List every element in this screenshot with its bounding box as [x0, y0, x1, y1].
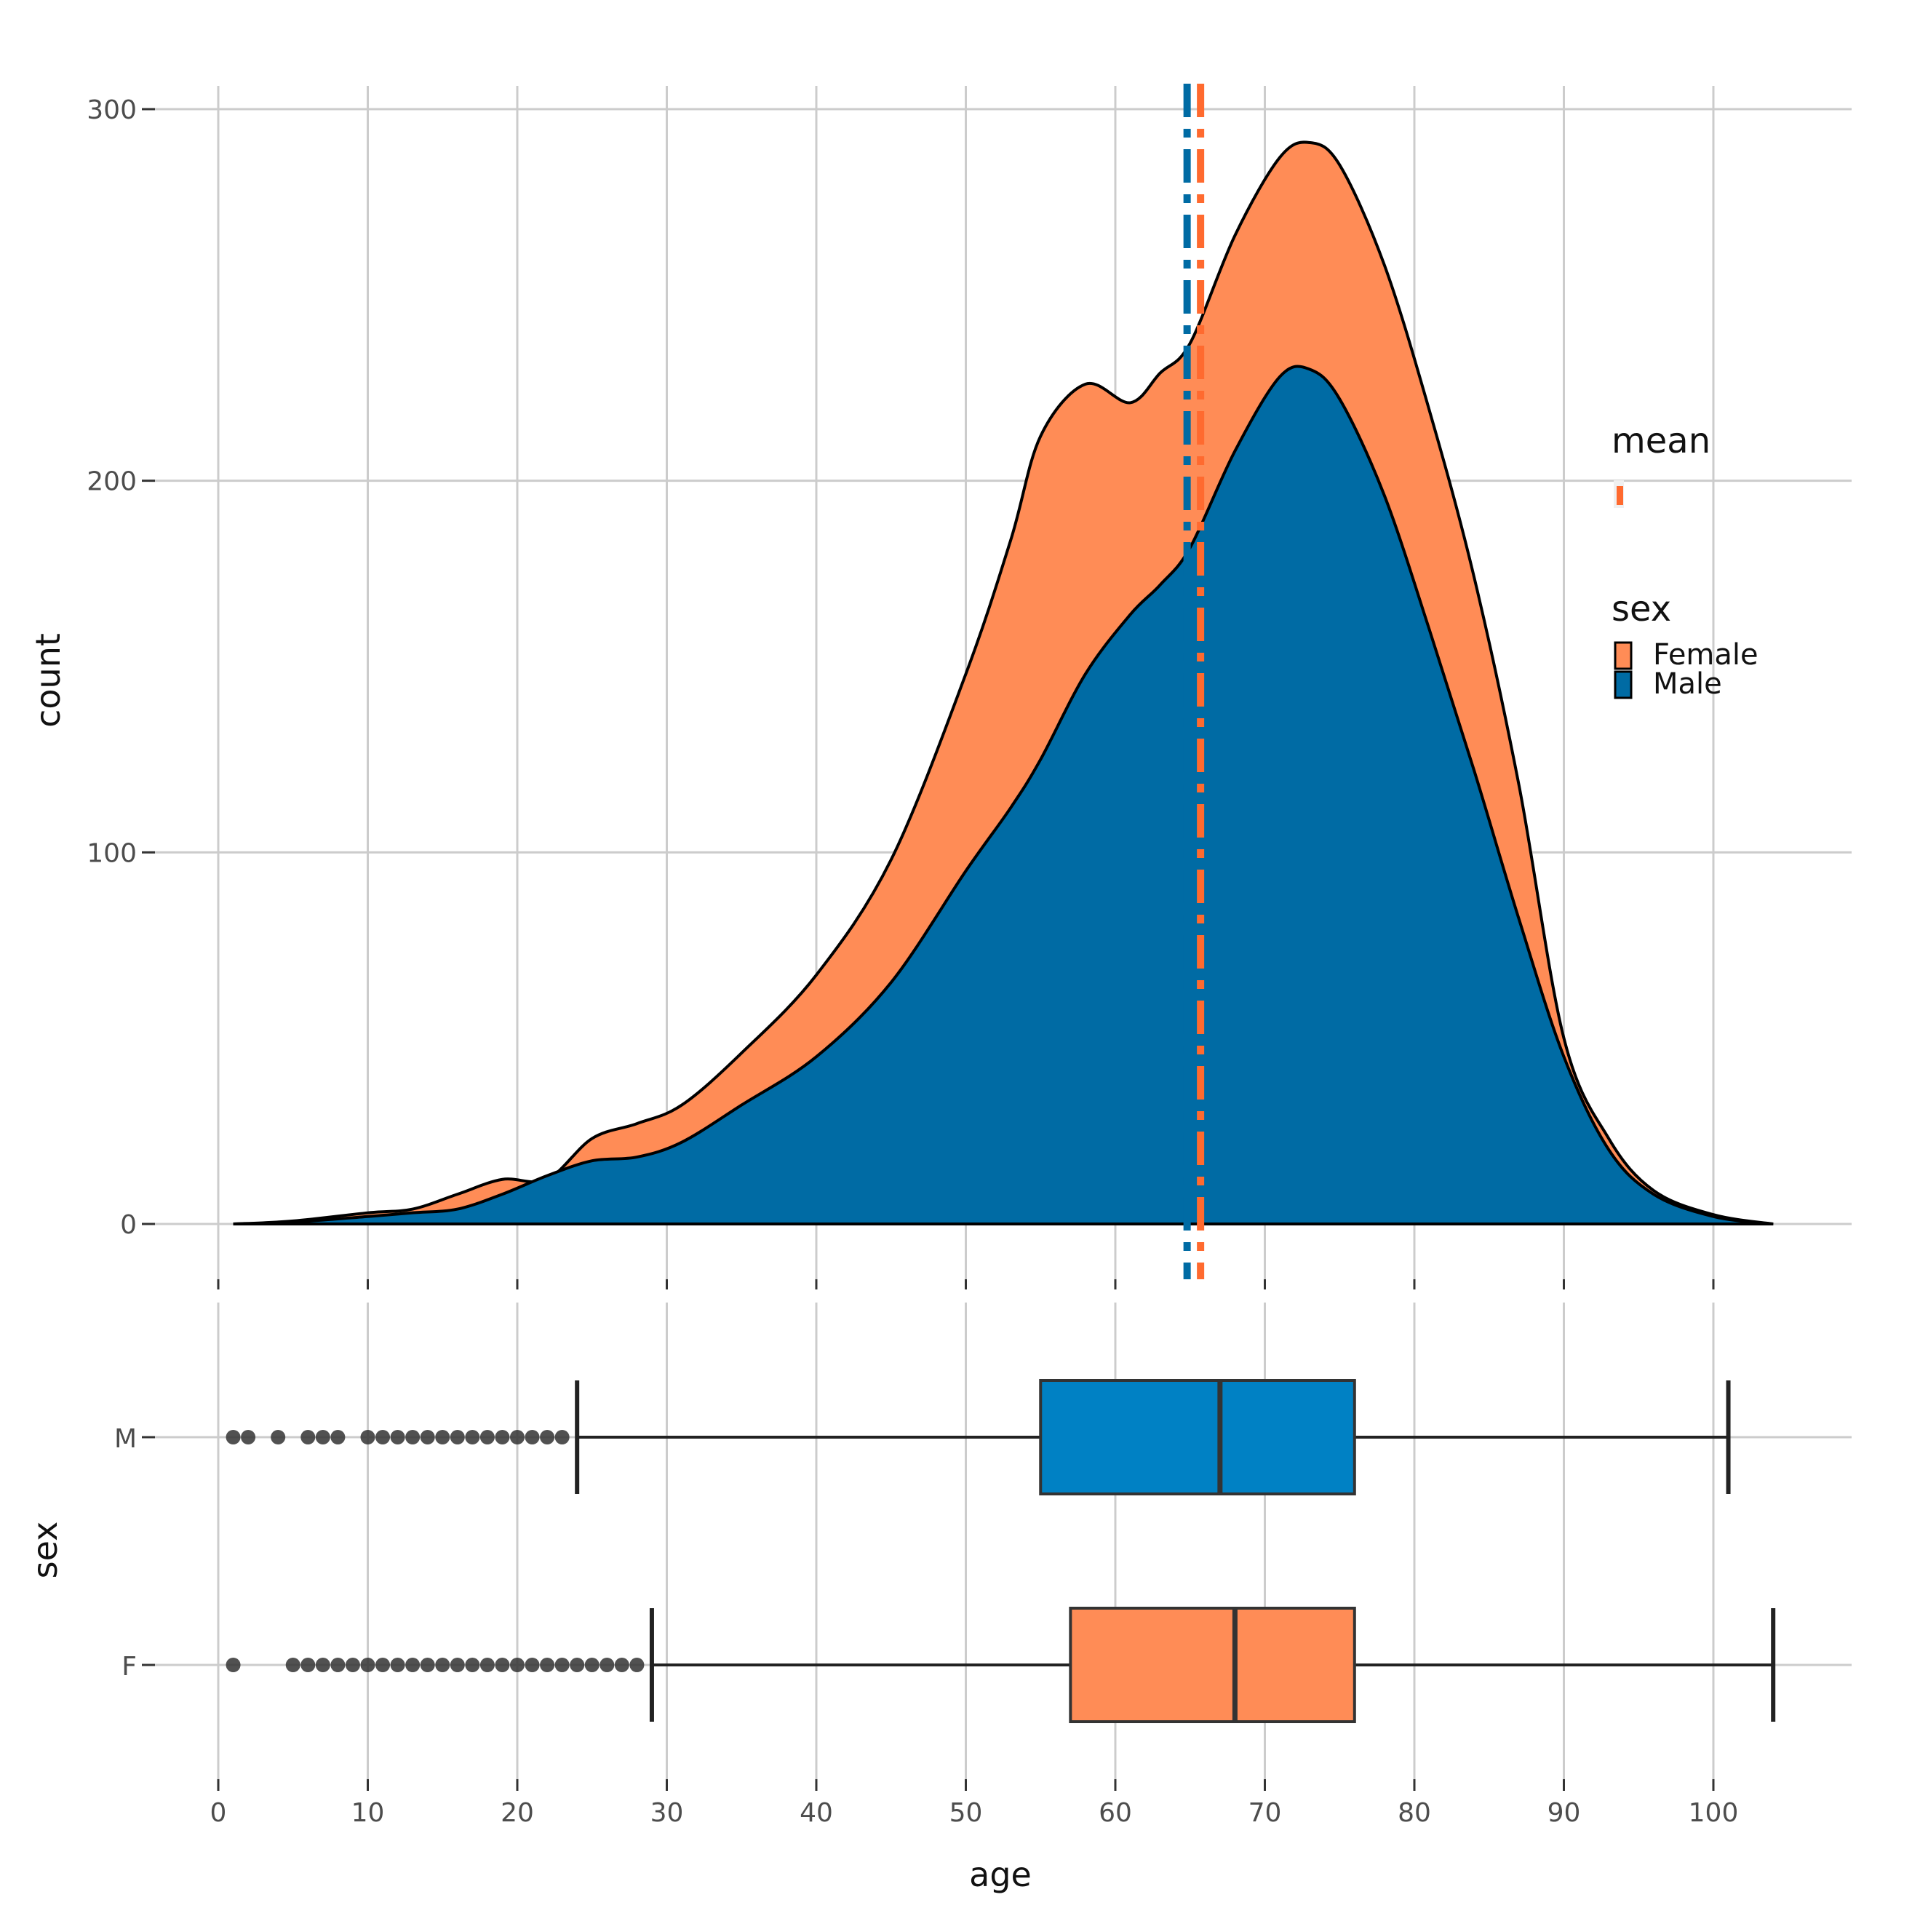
outlier-f-11: [435, 1658, 450, 1672]
outlier-f-22: [600, 1658, 615, 1672]
x-tick-label-0: 0: [210, 1798, 227, 1828]
legend-label-male: Male: [1653, 667, 1722, 701]
outlier-f-4: [330, 1658, 346, 1672]
outlier-m-2: [271, 1430, 286, 1444]
outlier-m-6: [360, 1430, 375, 1444]
outlier-m-7: [375, 1430, 391, 1444]
outlier-f-9: [405, 1658, 421, 1672]
y-axis-title-count: count: [28, 633, 68, 728]
outlier-m-11: [435, 1430, 450, 1444]
x-tick-label-10: 10: [351, 1798, 385, 1828]
outlier-f-5: [345, 1658, 360, 1672]
y-tick-label-300: 300: [87, 95, 137, 125]
x-tick-label-90: 90: [1547, 1798, 1581, 1828]
outlier-m-19: [554, 1430, 570, 1444]
outlier-f-10: [420, 1658, 435, 1672]
outlier-m-4: [315, 1430, 330, 1444]
outlier-f-2: [300, 1658, 316, 1672]
outlier-f-15: [495, 1658, 510, 1672]
sex-tick-label-M: M: [114, 1424, 137, 1454]
outlier-f-17: [525, 1658, 540, 1672]
legend-mean-key: [1617, 486, 1623, 505]
outlier-m-12: [450, 1430, 465, 1444]
outlier-f-21: [584, 1658, 600, 1672]
outlier-f-12: [450, 1658, 465, 1672]
mean-lines: [1183, 84, 1205, 1279]
outlier-f-3: [315, 1658, 330, 1672]
outlier-m-18: [540, 1430, 555, 1444]
legend-label-female: Female: [1653, 638, 1758, 672]
sex-tick-label-F: F: [122, 1652, 137, 1682]
outlier-f-20: [570, 1658, 585, 1672]
y-tick-label-0: 0: [120, 1210, 137, 1240]
outlier-f-13: [465, 1658, 480, 1672]
outlier-m-1: [241, 1430, 256, 1444]
outlier-f-8: [390, 1658, 405, 1672]
box-iqr-m: [1039, 1379, 1356, 1495]
outlier-f-18: [540, 1658, 555, 1672]
y-tick-label-100: 100: [87, 838, 137, 868]
x-tick-label-30: 30: [650, 1798, 684, 1828]
x-tick-label-60: 60: [1099, 1798, 1132, 1828]
outlier-f-1: [285, 1658, 300, 1672]
outlier-f-7: [375, 1658, 391, 1672]
x-tick-label-80: 80: [1398, 1798, 1431, 1828]
outlier-f-23: [614, 1658, 629, 1672]
boxplot-f: [226, 1607, 1776, 1723]
x-tick-label-70: 70: [1248, 1798, 1282, 1828]
legend-key-male: [1614, 670, 1633, 699]
density-area-male: [233, 365, 1774, 1225]
outlier-m-17: [525, 1430, 540, 1444]
outlier-f-16: [510, 1658, 525, 1672]
outlier-f-14: [479, 1658, 495, 1672]
x-tick-label-40: 40: [800, 1798, 833, 1828]
boxplot-m: [226, 1379, 1731, 1495]
outlier-f-19: [554, 1658, 570, 1672]
outlier-m-3: [300, 1430, 316, 1444]
legend-title-sex: sex: [1612, 589, 1671, 629]
outlier-m-10: [420, 1430, 435, 1444]
x-tick-label-100: 100: [1689, 1798, 1739, 1828]
outlier-m-0: [226, 1430, 241, 1444]
outlier-m-13: [465, 1430, 480, 1444]
x-tick-label-20: 20: [501, 1798, 534, 1828]
outlier-m-8: [390, 1430, 405, 1444]
outlier-m-14: [479, 1430, 495, 1444]
outlier-m-5: [330, 1430, 346, 1444]
legend-title-mean: mean: [1612, 421, 1710, 461]
outlier-m-9: [405, 1430, 421, 1444]
x-tick-label-50: 50: [949, 1798, 983, 1828]
outlier-f-6: [360, 1658, 375, 1672]
x-axis-title-age: age: [969, 1855, 1032, 1894]
legend-key-female: [1614, 641, 1633, 670]
y-axis-title-sex: sex: [25, 1522, 65, 1579]
box-iqr-f: [1069, 1607, 1356, 1723]
outlier-m-16: [510, 1430, 525, 1444]
outlier-f-24: [629, 1658, 645, 1672]
outlier-m-15: [495, 1430, 510, 1444]
y-tick-label-200: 200: [87, 467, 137, 497]
outlier-f-0: [226, 1658, 241, 1672]
density-areas: [233, 140, 1774, 1225]
